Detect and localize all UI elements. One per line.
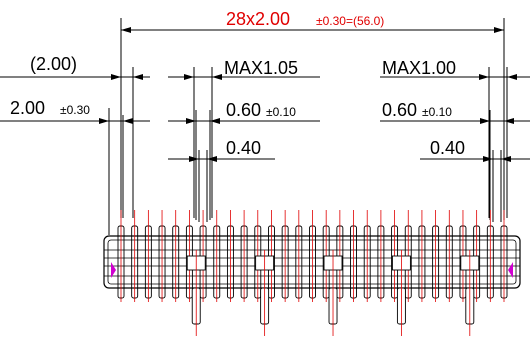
mount-post <box>255 250 275 336</box>
pin <box>295 210 303 302</box>
pin <box>158 210 166 302</box>
pin <box>144 210 152 302</box>
center-dimensions: MAX1.05 0.60 ±0.10 0.40 <box>168 58 320 222</box>
pin <box>377 210 385 302</box>
center-width-tolerance-label: ±0.10 <box>266 105 296 119</box>
center-width-main-label: 0.60 <box>226 100 261 120</box>
pin <box>172 210 180 302</box>
overall-dimension: 28x2.00 ±0.30=(56.0) <box>120 9 505 218</box>
pitch-reference-label: (2.00) <box>30 54 77 74</box>
right-max-label: MAX1.00 <box>382 58 456 78</box>
pin <box>486 210 494 302</box>
pin <box>309 210 316 302</box>
pin <box>226 210 234 302</box>
overall-dimension-main: 28x2.00 <box>226 9 290 29</box>
pitch-tolerance-label: ±0.30 <box>60 103 90 117</box>
pin <box>131 210 139 302</box>
pin <box>418 210 426 302</box>
pin <box>350 210 357 302</box>
mount-post <box>323 250 343 336</box>
pin <box>432 210 440 302</box>
pin <box>117 210 125 302</box>
pin <box>281 210 289 302</box>
right-tail-label: 0.40 <box>430 138 465 158</box>
right-width-main-label: 0.60 <box>382 100 417 120</box>
pitch-main-label: 2.00 <box>10 98 45 118</box>
pin <box>500 210 508 302</box>
center-max-label: MAX1.05 <box>224 58 298 78</box>
overall-dimension-tolerance: ±0.30=(56.0) <box>316 14 384 28</box>
right-width-tolerance-label: ±0.10 <box>422 105 452 119</box>
connector-posts <box>186 250 480 336</box>
center-tail-label: 0.40 <box>226 138 261 158</box>
pin <box>240 210 248 302</box>
pin <box>363 210 371 302</box>
connector-body <box>103 235 521 289</box>
right-dimensions: MAX1.00 0.60 ±0.10 0.40 <box>380 58 530 222</box>
left-pitch-dimensions: (2.00) 2.00 ±0.30 <box>0 54 150 235</box>
mount-post <box>460 250 480 336</box>
mount-post <box>391 250 411 336</box>
mount-post <box>186 250 206 336</box>
pin <box>445 210 453 302</box>
pin <box>213 210 221 302</box>
